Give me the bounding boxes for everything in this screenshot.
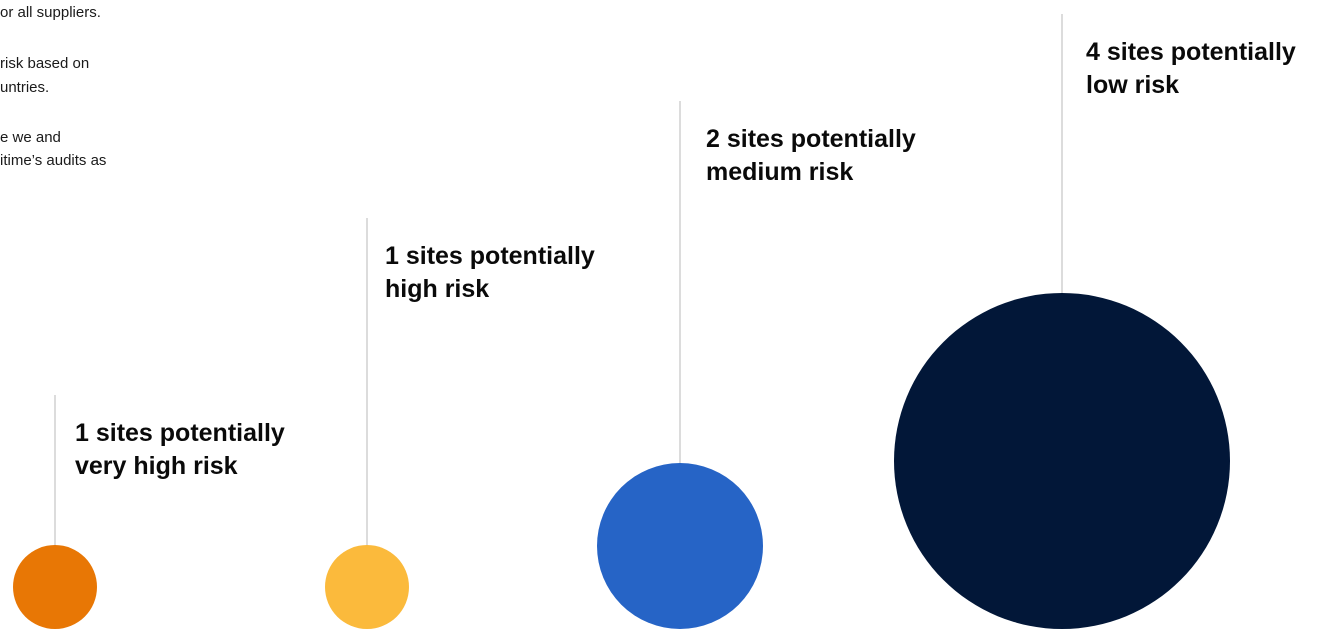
risk-bubble xyxy=(325,545,409,629)
bubble-label-line2: high risk xyxy=(385,275,489,303)
intro-line: untries. xyxy=(0,79,50,96)
bubble-label-line1: 4 sites potentially xyxy=(1086,38,1296,66)
bubble-label-line2: medium risk xyxy=(706,158,853,186)
bubble-label-line1: 2 sites potentially xyxy=(706,125,916,153)
bubble-label-line1: 1 sites potentially xyxy=(385,242,595,270)
risk-bubble xyxy=(13,545,97,629)
risk-bubble xyxy=(894,293,1230,629)
intro-line: e we and xyxy=(0,129,61,146)
intro-line: or all suppliers. xyxy=(0,4,101,21)
bubble-label-line2: very high risk xyxy=(75,452,238,480)
bubble-label-line2: low risk xyxy=(1086,71,1179,99)
risk-bubble xyxy=(597,463,763,629)
intro-line: itime’s audits as xyxy=(0,152,107,169)
bubble-label-line1: 1 sites potentially xyxy=(75,419,285,447)
intro-line: risk based on xyxy=(0,55,90,72)
intro-text: or all suppliers. risk based on untries.… xyxy=(0,0,200,200)
